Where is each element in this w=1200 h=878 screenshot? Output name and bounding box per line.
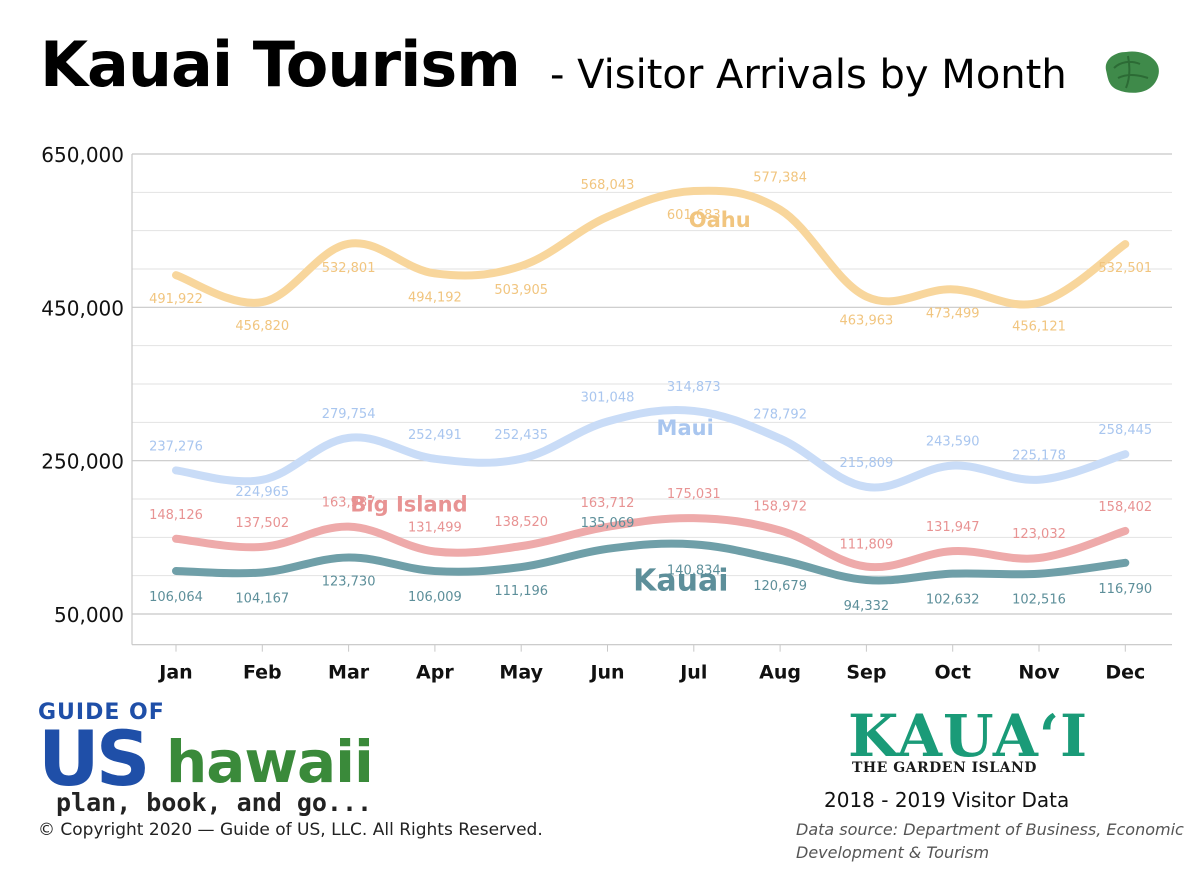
data-label: 163,987 — [322, 496, 376, 511]
data-label: 279,754 — [322, 407, 376, 422]
data-label: 106,009 — [408, 590, 462, 605]
data-label: 215,809 — [840, 456, 894, 471]
x-tick-label: Jan — [157, 662, 192, 684]
kauai-logo-block: KAUA‘I THE GARDEN ISLAND 2018 - 2019 Vis… — [790, 700, 1190, 870]
line-chart: 650,000 450,000 250,000 50,000 Jan Feb Mar Apr M… — [41, 143, 1172, 684]
x-tick-label: Mar — [328, 662, 370, 684]
data-label: 491,922 — [149, 292, 203, 307]
logo-hawaii: hawaii — [166, 728, 374, 796]
data-label: 237,276 — [149, 439, 203, 454]
y-tick-label: 50,000 — [54, 603, 124, 627]
x-tick-label: Jun — [588, 662, 624, 684]
x-tick-label: Dec — [1105, 662, 1145, 684]
kauai-island-icon — [1105, 51, 1159, 93]
series-line — [172, 186, 1130, 309]
copyright-text: © Copyright 2020 — Guide of US, LLC. All… — [38, 820, 543, 840]
data-label: 131,947 — [926, 520, 980, 535]
data-label: 104,167 — [235, 591, 289, 606]
data-label: 111,809 — [840, 538, 894, 553]
data-label: 473,499 — [926, 306, 980, 321]
data-label: 102,516 — [1012, 593, 1066, 608]
data-label: 140,834 — [667, 563, 721, 578]
data-label: 138,520 — [494, 515, 548, 530]
x-tick-label: Apr — [416, 662, 454, 684]
chart-title: Kauai Tourism — [40, 28, 521, 101]
logo-tagline: plan, book, and go... — [56, 788, 373, 817]
data-label: 568,043 — [581, 178, 635, 193]
series-name-label: Oahu — [689, 208, 751, 232]
series-line — [172, 514, 1130, 572]
data-label: 456,121 — [1012, 320, 1066, 335]
x-tick-label: Sep — [846, 662, 886, 684]
data-label: 503,905 — [494, 283, 548, 298]
x-tick-label: May — [499, 662, 543, 684]
data-label: 532,501 — [1098, 261, 1152, 276]
data-label: 158,402 — [1098, 500, 1152, 515]
logo-us: US — [38, 714, 150, 803]
chart-subtitle: - Visitor Arrivals by Month — [550, 52, 1067, 98]
data-label: 252,435 — [494, 428, 548, 443]
data-label: 148,126 — [149, 508, 203, 523]
data-label: 116,790 — [1098, 582, 1152, 597]
y-tick-label: 450,000 — [41, 296, 124, 320]
data-label: 301,048 — [581, 391, 635, 406]
y-tick-label: 250,000 — [41, 450, 124, 474]
data-label: 135,069 — [581, 516, 635, 531]
x-tick-label: Nov — [1018, 662, 1060, 684]
y-tick-label: 650,000 — [41, 143, 124, 167]
data-label: 123,730 — [322, 574, 376, 589]
data-label: 123,032 — [1012, 527, 1066, 542]
data-label: 225,178 — [1012, 449, 1066, 464]
series-line — [172, 406, 1130, 492]
data-label: 137,502 — [235, 516, 289, 531]
data-label: 158,972 — [753, 499, 807, 514]
logo-guide-of: GUIDE OF — [38, 700, 165, 725]
x-tick-label: Feb — [243, 662, 282, 684]
data-label: 577,384 — [753, 171, 807, 186]
data-label: 175,031 — [667, 487, 721, 502]
data-years: 2018 - 2019 Visitor Data — [824, 788, 1070, 812]
data-label: 601,683 — [667, 208, 721, 223]
data-label: 494,192 — [408, 290, 462, 305]
data-label: 532,801 — [322, 261, 376, 276]
data-label: 258,445 — [1098, 423, 1152, 438]
data-label: 106,064 — [149, 590, 203, 605]
series-name-label: Maui — [657, 416, 714, 440]
data-label: 120,679 — [753, 579, 807, 594]
data-label: 111,196 — [494, 584, 548, 599]
x-tick-label: Aug — [759, 662, 801, 684]
data-label: 243,590 — [926, 435, 980, 450]
data-label: 278,792 — [753, 408, 807, 423]
kauai-logo: KAUA‘I — [848, 702, 1089, 770]
chart-header: Kauai Tourism - Visitor Arrivals by Mont… — [40, 22, 1190, 112]
x-tick-label: Oct — [934, 662, 971, 684]
data-label: 463,963 — [840, 314, 894, 329]
kauai-tagline: THE GARDEN ISLAND — [852, 760, 1037, 776]
guide-of-us-logo-block: GUIDE OF US hawaii plan, book, and go...… — [38, 700, 638, 860]
data-label: 456,820 — [235, 319, 289, 334]
chart-area: 650,000 450,000 250,000 50,000 Jan Feb Mar Apr M… — [0, 130, 1200, 690]
data-label: 163,712 — [581, 496, 635, 511]
data-label: 314,873 — [667, 380, 721, 395]
data-label: 224,965 — [235, 485, 289, 500]
data-source: Data source: Department of Business, Eco… — [796, 820, 1184, 862]
series-name-label: Big Island — [350, 493, 467, 517]
data-label: 131,499 — [408, 521, 462, 536]
series-name-label: Kauai — [633, 563, 728, 598]
series-line — [172, 539, 1130, 585]
data-label: 252,491 — [408, 428, 462, 443]
data-label: 102,632 — [926, 593, 980, 608]
data-label: 94,332 — [844, 599, 890, 614]
x-tick-label: Jul — [678, 662, 707, 684]
